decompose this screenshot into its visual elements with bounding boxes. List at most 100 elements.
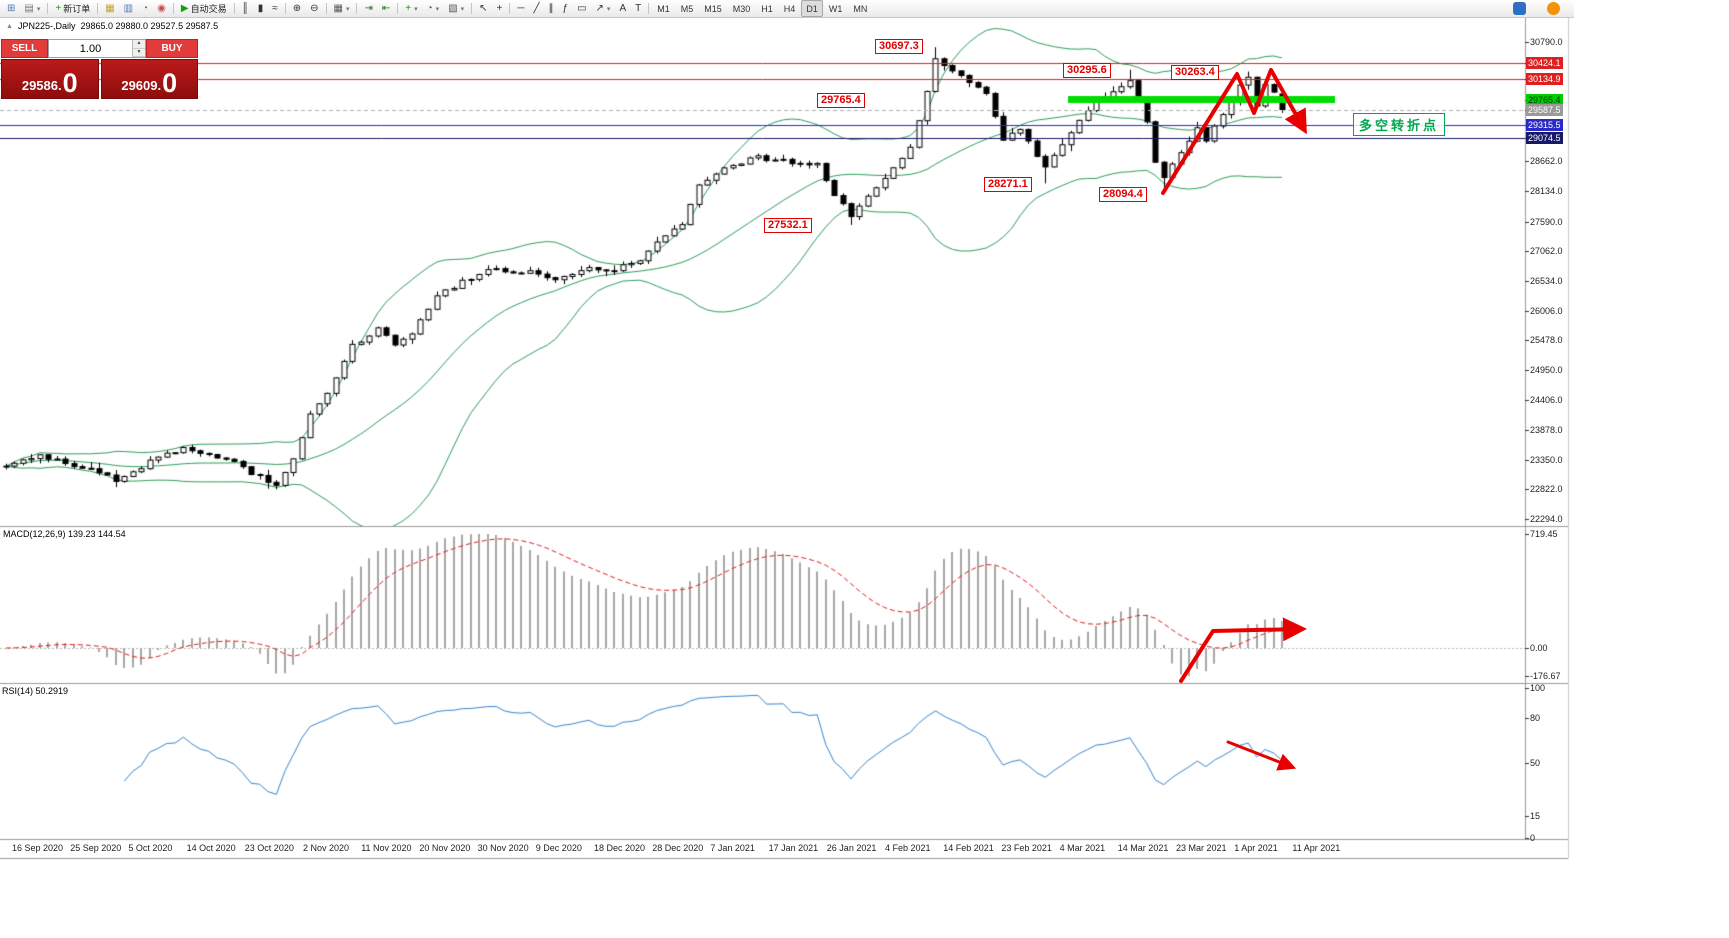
one-click-trading-panel: SELL 1.00 ▲ ▼ BUY 29586. 0 29609. 0 (1, 39, 198, 99)
cursor-button[interactable]: ↖ (475, 0, 491, 17)
volume-up-button[interactable]: ▲ (133, 40, 145, 49)
toolbar-separator (47, 3, 49, 14)
notifications-button[interactable]: ◉ (153, 0, 170, 17)
timeframe-m1-button[interactable]: M1 (657, 3, 670, 14)
sell-price: 29586. (21, 77, 62, 93)
bar-chart-icon: ║ (241, 3, 249, 14)
price-callout-label: 30263.4 (1171, 65, 1219, 80)
new-order-button[interactable]: + 新订单 (51, 0, 94, 17)
macd-axis-tick: 719.45 (1530, 529, 1558, 539)
volume-value[interactable]: 1.00 (79, 42, 102, 55)
data-window-icon: ▥ (123, 3, 134, 14)
macd-axis-tick: 0.00 (1530, 643, 1548, 653)
rsi-axis-tick: 50 (1530, 758, 1541, 768)
zoom-in-icon: ⊕ (292, 3, 302, 14)
timeframe-h1-button[interactable]: H1 (761, 3, 773, 14)
date-axis-label: 25 Sep 2020 (70, 843, 122, 853)
data-window-button[interactable]: ▥ (120, 0, 137, 17)
templates-icon: ▧ (448, 3, 458, 14)
chart-shift-button[interactable]: ⇤ (378, 0, 394, 17)
periods-icon: ◔ (426, 3, 433, 14)
equidistant-channel-button[interactable]: ∥ (545, 0, 558, 17)
price-tag: 29074.5 (1526, 132, 1563, 145)
price-axis-tick: 25478.0 (1530, 335, 1563, 346)
chart-profiles-icon: ▤ (24, 3, 34, 14)
tile-windows-button[interactable]: ▦ ▾ (330, 0, 354, 17)
volume-down-button[interactable]: ▼ (133, 48, 145, 57)
line-chart-button[interactable]: ≈ (268, 0, 282, 17)
timeframe-w1-button[interactable]: W1 (828, 3, 843, 14)
indicators-button[interactable]: + ▾ (401, 0, 421, 17)
tile-windows-icon: ▦ (333, 3, 343, 14)
periods-dropdown-icon: ▾ (435, 5, 440, 13)
new-chart-button[interactable]: ⊞ (3, 0, 19, 17)
arrows-tool-icon: ↗ (595, 3, 604, 14)
timeframe-m30-button[interactable]: M30 (732, 3, 751, 14)
timeframe-m15-button[interactable]: M15 (704, 3, 722, 14)
buy-price-button[interactable]: 29609. 0 (100, 59, 198, 99)
text-button[interactable]: A (615, 0, 630, 17)
timeframe-m5-button[interactable]: M5 (680, 3, 694, 14)
buy-button[interactable]: BUY (146, 39, 198, 58)
sell-button[interactable]: SELL (1, 39, 48, 58)
crosshair-button[interactable]: + (493, 0, 507, 17)
notify-badge-icon[interactable] (1547, 2, 1560, 15)
price-axis-tick: 26534.0 (1530, 275, 1563, 286)
market-watch-button[interactable]: ▦ (101, 0, 118, 17)
periods-button[interactable]: ◔ ▾ (423, 0, 444, 17)
candlestick-chart-button[interactable]: ▮ (254, 0, 268, 17)
arrows-tool-button[interactable]: ↗ ▾ (592, 0, 615, 17)
price-tag: 29765.4 (1526, 93, 1563, 106)
toolbar-separator (471, 3, 473, 14)
templates-button[interactable]: ▧ ▾ (444, 0, 468, 17)
text-label-button[interactable]: T (631, 0, 645, 17)
equidistant-channel-icon: ∥ (548, 3, 554, 14)
auto-scroll-button[interactable]: ⇥ (360, 0, 376, 17)
fibonacci-icon: ƒ (562, 3, 569, 14)
indicators-icon: + (405, 3, 412, 14)
quotes-widget-icon[interactable] (1513, 2, 1526, 15)
templates-dropdown-icon: ▾ (460, 5, 465, 13)
date-axis-label: 28 Dec 2020 (652, 843, 704, 853)
price-callout-label: 28271.1 (984, 177, 1032, 192)
new-order-icon: + (55, 3, 62, 14)
date-axis-label: 7 Jan 2021 (710, 843, 755, 853)
market-watch-icon: ▦ (105, 3, 115, 14)
sell-price-button[interactable]: 29586. 0 (1, 59, 99, 99)
price-axis-tick: 28662.0 (1530, 156, 1563, 167)
toolbar-separator (172, 3, 174, 14)
trendline-button[interactable]: ╱ (529, 0, 543, 17)
zoom-in-button[interactable]: ⊕ (289, 0, 305, 17)
autotrade-button[interactable]: ▶ 自动交易 (177, 0, 231, 17)
autotrade-label: 自动交易 (190, 4, 227, 14)
history-center-button[interactable]: ◔ (138, 0, 152, 17)
rsi-axis-tick: 0 (1530, 833, 1536, 843)
symbol-icon: ▲ (6, 22, 13, 30)
price-axis-tick: 24950.0 (1530, 364, 1563, 375)
timeframe-mn-button[interactable]: MN (853, 3, 868, 14)
date-axis-label: 17 Jan 2021 (768, 843, 819, 853)
timeframe-d1-button[interactable]: D1 (801, 0, 823, 17)
bar-chart-button[interactable]: ║ (238, 0, 253, 17)
chart-profiles-button[interactable]: ▤ ▾ (20, 0, 44, 17)
timeframe-h4-button[interactable]: H4 (783, 3, 796, 14)
date-axis-label: 9 Dec 2020 (535, 843, 582, 853)
date-axis-label: 5 Oct 2020 (128, 843, 173, 853)
shapes-button[interactable]: ▭ (573, 0, 590, 17)
price-axis-tick: 30790.0 (1530, 37, 1563, 47)
price-axis-tick: 27590.0 (1530, 216, 1563, 227)
zoom-out-button[interactable]: ⊖ (306, 0, 322, 17)
turning-point-note: 多空转折点 (1353, 113, 1446, 136)
price-axis-tick: 26006.0 (1530, 305, 1563, 316)
date-axis-label: 4 Feb 2021 (885, 843, 931, 853)
symbol-period: JPN225-,Daily (17, 21, 76, 31)
date-axis-label: 18 Dec 2020 (594, 843, 646, 853)
horizontal-line-button[interactable]: ─ (513, 0, 528, 17)
date-axis-label: 16 Sep 2020 (12, 843, 64, 853)
volume-stepper[interactable]: 1.00 ▲ ▼ (48, 39, 146, 58)
fibonacci-button[interactable]: ƒ (559, 0, 573, 17)
toolbar-separator (356, 3, 358, 14)
sell-price-pips: 0 (62, 67, 78, 98)
